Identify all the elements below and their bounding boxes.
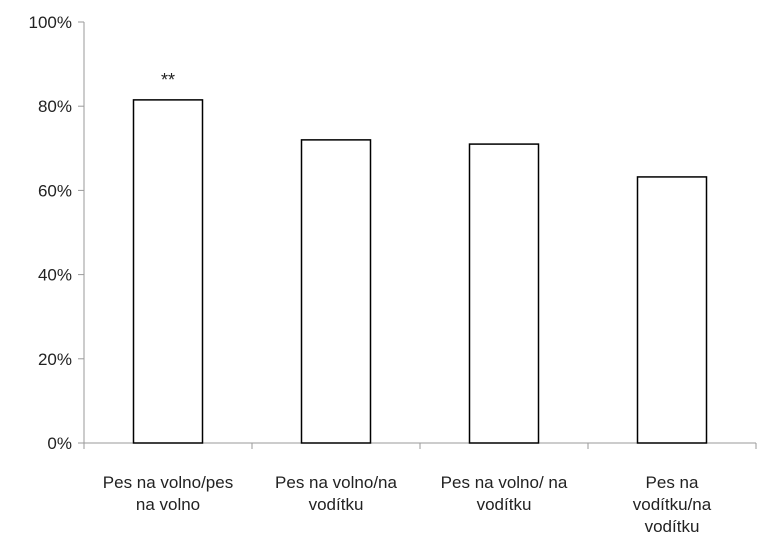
y-tick-label: 80% [38,97,72,116]
x-category-label-line: Pes na volno/na [275,473,397,492]
x-category-label-line: Pes na volno/pes [103,473,233,492]
x-category-label-line: vodítku [645,517,700,536]
bar [636,176,708,444]
x-category-label-line: vodítku [309,495,364,514]
bar [468,143,540,444]
category-labels: Pes na volno/pes na volno Pes na volno/na v… [103,473,712,536]
x-category-label: Pes na volno/pes na volno [103,473,233,514]
x-category-label-line: vodítku [477,495,532,514]
y-tick-label: 100% [29,13,72,32]
bars [132,99,708,444]
x-category-label: Pes na vodítku/na vodítku [633,473,712,536]
x-axis [83,442,757,449]
x-category-label-line: Pes na [646,473,699,492]
y-tick-label: 20% [38,350,72,369]
y-tick-label: 0% [47,434,72,453]
y-tick-label: 40% [38,266,72,285]
x-category-label: Pes na volno/na vodítku [275,473,397,514]
x-category-label-line: vodítku/na [633,495,712,514]
significance-annotation: ** [161,70,175,90]
x-category-label-line: Pes na volno/ na [441,473,568,492]
y-tick-label: 60% [38,181,72,200]
x-category-label-line: na volno [136,495,200,514]
bar [300,139,372,444]
annotations: ** [161,70,175,90]
x-category-label: Pes na volno/ na vodítku [441,473,568,514]
bar [132,99,204,444]
y-axis: 0% 20% 40% 60% 80% 100% [29,13,85,453]
